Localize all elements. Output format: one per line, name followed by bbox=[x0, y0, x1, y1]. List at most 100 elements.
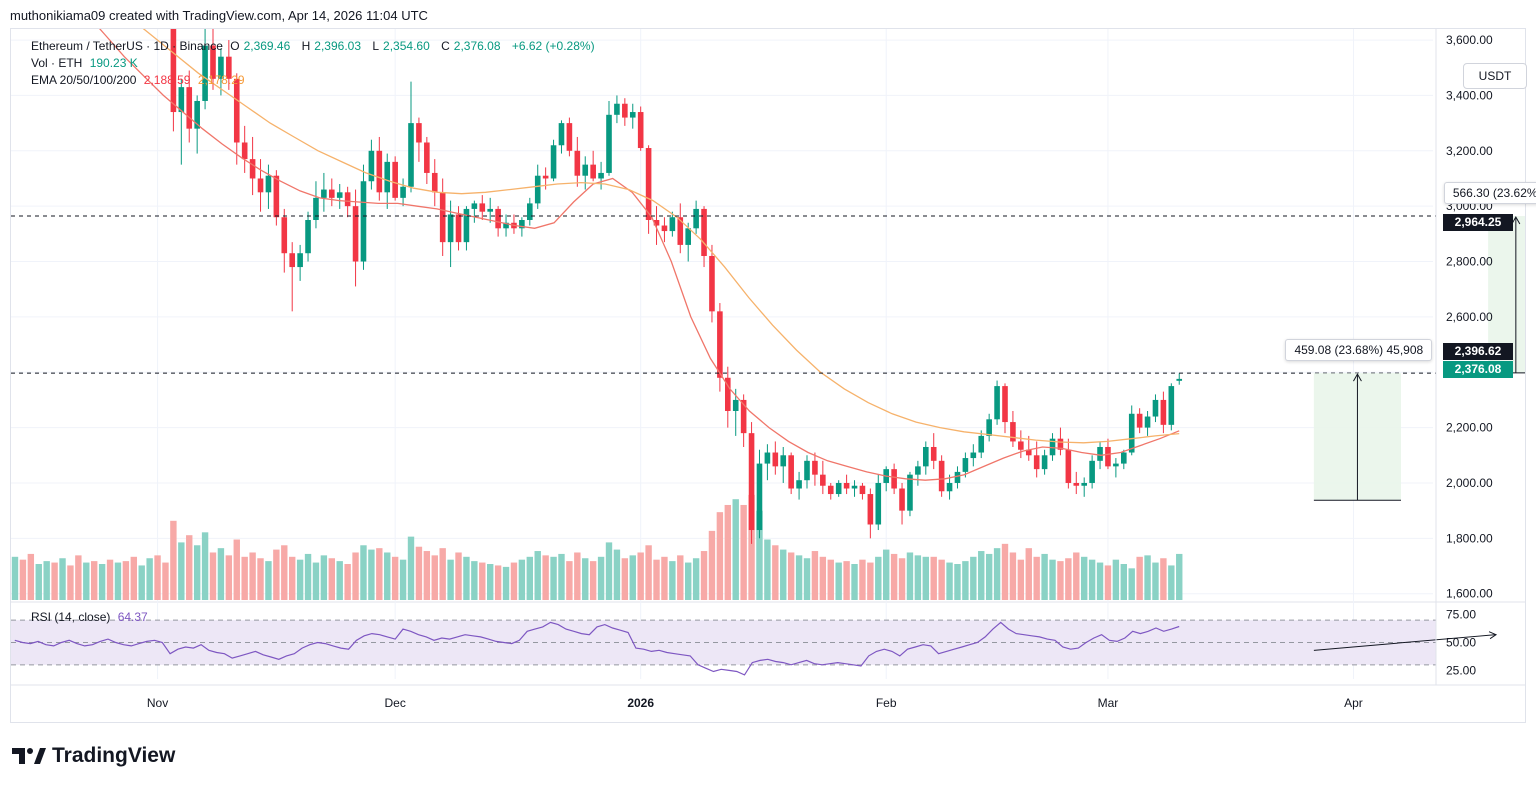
candle bbox=[241, 125, 248, 173]
chart-canvas[interactable]: 3,600.003,400.003,200.003,000.002,800.00… bbox=[11, 29, 1525, 722]
candle bbox=[1065, 438, 1072, 489]
candle bbox=[725, 366, 731, 428]
volume-bar bbox=[1144, 555, 1151, 600]
volume-bar bbox=[257, 558, 264, 600]
candle-body bbox=[780, 455, 787, 467]
candle-body bbox=[1073, 482, 1080, 486]
candle-body bbox=[305, 220, 311, 254]
volume-bar bbox=[589, 561, 597, 600]
candle bbox=[915, 460, 921, 486]
volume-bar bbox=[447, 559, 454, 600]
candle bbox=[1168, 383, 1175, 431]
symbol-name[interactable]: Ethereum / TetherUS · 1D · Binance bbox=[31, 39, 223, 53]
volume-bar bbox=[645, 545, 652, 600]
volume-bar bbox=[1041, 553, 1048, 600]
candle bbox=[1041, 449, 1048, 475]
volume-bars bbox=[11, 494, 1183, 600]
volume-bar bbox=[661, 556, 668, 600]
volume-bar bbox=[613, 549, 621, 600]
candle bbox=[574, 136, 581, 187]
candle-body bbox=[519, 220, 525, 229]
volume-bar bbox=[83, 562, 90, 600]
candle-body bbox=[606, 114, 612, 173]
candle-body bbox=[875, 482, 882, 525]
candles bbox=[170, 29, 1183, 544]
volume-bar bbox=[851, 564, 858, 600]
volume-bar bbox=[471, 561, 478, 600]
ema20-value: 2,188.59 bbox=[143, 73, 191, 87]
candle bbox=[820, 460, 826, 495]
candle-body bbox=[1002, 386, 1008, 423]
volume-bar bbox=[518, 559, 526, 600]
candle-body bbox=[249, 159, 256, 179]
candle bbox=[503, 214, 509, 237]
candle bbox=[424, 136, 430, 185]
ema-label: EMA 20/50/100/200 bbox=[31, 73, 137, 87]
candle bbox=[962, 452, 969, 478]
candle bbox=[233, 73, 240, 165]
price-tick-label: 2,000.00 bbox=[1446, 476, 1493, 490]
candle-body bbox=[582, 164, 589, 176]
currency-button[interactable]: USDT bbox=[1463, 63, 1527, 89]
volume-bar bbox=[1168, 565, 1175, 600]
chart-frame[interactable]: 3,600.00 3,400.00 3,200.00 3,000.00 2,800.00… bbox=[10, 28, 1536, 723]
candle bbox=[978, 430, 985, 459]
volume-bar bbox=[209, 552, 217, 600]
candle bbox=[804, 455, 810, 489]
volume-bar bbox=[993, 548, 1001, 600]
volume-bar bbox=[391, 556, 399, 600]
candle-body bbox=[241, 142, 248, 160]
candle bbox=[669, 211, 676, 237]
ohlc-open: O 2,369.46 bbox=[230, 39, 291, 53]
candle-body bbox=[194, 100, 200, 129]
volume-bar bbox=[1073, 552, 1080, 600]
candle bbox=[1049, 433, 1056, 461]
volume-bar bbox=[677, 555, 684, 600]
candle-body bbox=[748, 433, 755, 531]
volume-bar bbox=[1088, 559, 1096, 600]
candle-body bbox=[1168, 386, 1175, 425]
candle-body bbox=[629, 112, 636, 118]
volume-bar bbox=[803, 558, 811, 600]
candle bbox=[471, 200, 478, 223]
candle-body bbox=[622, 103, 628, 118]
candle bbox=[202, 29, 208, 110]
candle-body bbox=[637, 112, 644, 149]
candle bbox=[1002, 383, 1008, 434]
price-range-measure bbox=[1313, 373, 1401, 501]
candle-body bbox=[812, 460, 818, 475]
time-tick-label: Mar bbox=[1098, 696, 1119, 710]
time-tick-label: Dec bbox=[384, 696, 405, 710]
candle bbox=[946, 474, 953, 500]
volume-bar bbox=[629, 555, 636, 600]
tradingview-logo[interactable]: TradingView bbox=[12, 744, 175, 768]
volume-bar bbox=[582, 558, 589, 600]
candle-body bbox=[534, 175, 541, 204]
candle bbox=[661, 217, 668, 243]
volume-bar bbox=[1057, 561, 1064, 600]
volume-bar bbox=[162, 562, 169, 600]
volume-bar bbox=[130, 556, 137, 600]
volume-bar bbox=[859, 559, 866, 600]
candle bbox=[796, 471, 802, 500]
brand-name: TradingView bbox=[52, 744, 176, 767]
candle-body bbox=[400, 186, 406, 198]
volume-bar bbox=[225, 555, 233, 600]
volume-bar bbox=[273, 549, 280, 600]
volume-bar bbox=[867, 562, 874, 600]
time-tick-label: Nov bbox=[147, 696, 168, 710]
candle-body bbox=[257, 178, 264, 193]
volume-bar bbox=[1009, 552, 1017, 600]
candle-body bbox=[994, 386, 1000, 420]
candle bbox=[780, 446, 787, 483]
volume-bar bbox=[146, 558, 153, 600]
candle bbox=[1081, 477, 1087, 497]
candle-body bbox=[289, 253, 295, 268]
candle bbox=[827, 482, 834, 500]
ema-lines bbox=[99, 29, 1180, 481]
candle-body bbox=[843, 482, 850, 489]
candle bbox=[1136, 408, 1143, 434]
volume-bar bbox=[51, 562, 58, 600]
candle bbox=[368, 139, 375, 190]
volume-bar bbox=[724, 504, 731, 600]
